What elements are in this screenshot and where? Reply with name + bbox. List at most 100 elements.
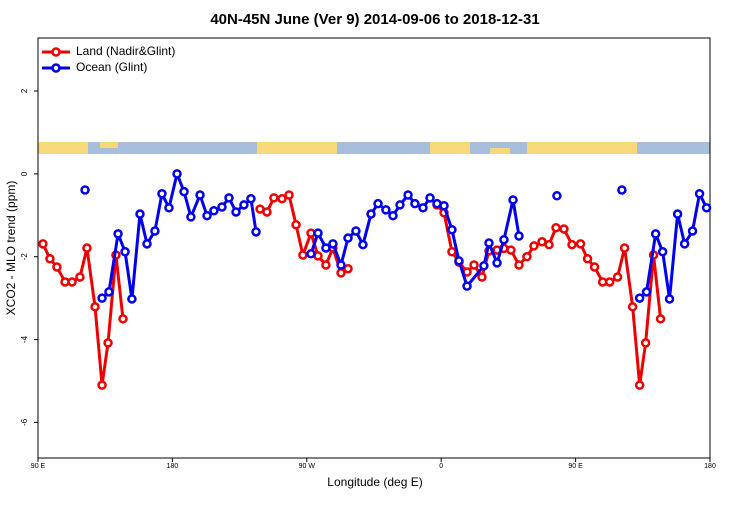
point: [655, 314, 666, 324]
y-tick-label: -6: [20, 418, 29, 426]
point: [552, 191, 562, 201]
point: [506, 245, 516, 255]
point: [425, 193, 435, 203]
plot-frame: [37, 37, 711, 459]
point: [262, 207, 272, 217]
point: [447, 246, 457, 257]
point: [634, 380, 645, 390]
point: [120, 246, 130, 257]
point: [612, 272, 623, 282]
legend-marker: [51, 63, 61, 73]
x-tick-label: 180: [704, 463, 716, 470]
x-tick-label: 90 E: [31, 463, 46, 470]
surface-strip: [38, 142, 710, 154]
point: [113, 229, 123, 239]
point: [321, 260, 331, 270]
point: [328, 239, 338, 249]
point: [388, 210, 398, 221]
legend-label: Ocean (Glint): [76, 60, 147, 74]
x-tick-label: 90 W: [299, 463, 316, 470]
point: [479, 261, 489, 271]
point: [469, 260, 479, 270]
point: [604, 277, 615, 287]
point: [67, 277, 77, 287]
point: [617, 185, 627, 195]
point: [224, 193, 234, 203]
point: [343, 263, 353, 274]
point: [418, 203, 428, 213]
point: [551, 222, 561, 233]
point: [186, 212, 196, 222]
point: [209, 205, 219, 216]
point: [52, 262, 62, 272]
point: [657, 246, 668, 257]
point: [664, 294, 675, 304]
y-tick-label: -4: [20, 335, 29, 343]
point: [217, 202, 227, 212]
point: [582, 254, 593, 264]
point: [80, 185, 90, 195]
point: [75, 272, 85, 282]
point: [97, 293, 107, 303]
point: [381, 205, 391, 215]
point: [269, 193, 279, 203]
point: [164, 203, 174, 213]
point: [103, 338, 113, 348]
point: [559, 224, 569, 234]
y-tick-label: 2: [20, 88, 29, 93]
point: [439, 201, 449, 211]
point: [313, 228, 323, 238]
x-tick-label: 90 E: [568, 463, 583, 470]
point: [529, 241, 539, 251]
point: [575, 239, 586, 249]
point: [514, 260, 524, 270]
point: [366, 209, 376, 219]
point: [118, 314, 128, 324]
point: [246, 193, 256, 204]
point: [179, 186, 189, 197]
point: [567, 239, 577, 250]
point: [544, 239, 554, 250]
point: [694, 188, 705, 199]
y-tick-label: -2: [20, 253, 29, 261]
point: [672, 209, 683, 219]
point: [45, 254, 55, 264]
point: [508, 195, 518, 205]
point: [298, 250, 308, 260]
point: [447, 225, 457, 235]
point: [403, 190, 413, 200]
point: [277, 193, 287, 204]
point: [395, 200, 405, 210]
point: [82, 243, 92, 253]
point: [358, 239, 368, 250]
point: [202, 210, 212, 221]
point: [522, 251, 532, 262]
series-line: [101, 172, 708, 301]
legend: Land (Nadir&Glint) Ocean (Glint): [42, 44, 175, 74]
y-axis-label: XCO2 - MLO trend (ppm): [4, 181, 18, 316]
point: [589, 262, 600, 272]
point: [90, 302, 100, 312]
series-line: [41, 193, 663, 387]
point: [687, 226, 698, 236]
point: [619, 243, 630, 253]
point: [38, 239, 48, 249]
point: [291, 220, 301, 230]
point: [336, 260, 346, 270]
point: [373, 198, 383, 209]
point: [306, 249, 316, 259]
legend-label: Land (Nadir&Glint): [76, 44, 175, 58]
point: [142, 239, 152, 249]
point: [514, 231, 524, 241]
x-tick-label: 180: [167, 463, 179, 470]
point: [477, 272, 487, 282]
x-axis-label: Longitude (deg E): [327, 475, 422, 489]
chart-title: 40N-45N June (Ver 9) 2014-09-06 to 2018-…: [210, 11, 539, 28]
y-tick-label: 0: [20, 171, 29, 176]
point: [97, 380, 107, 390]
point: [321, 243, 331, 253]
point: [104, 287, 114, 297]
x-tick-label: 0: [439, 463, 443, 470]
point: [454, 256, 464, 266]
